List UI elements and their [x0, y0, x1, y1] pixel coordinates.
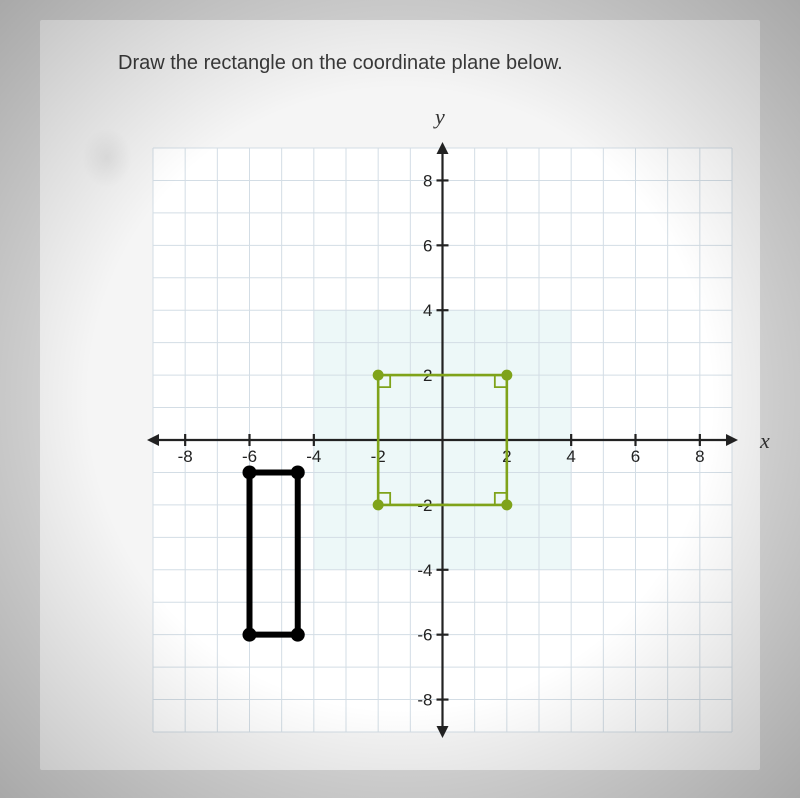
x-axis-label: x	[760, 428, 770, 454]
y-axis-label: y	[435, 104, 445, 130]
svg-text:-8: -8	[178, 447, 193, 466]
svg-text:-8: -8	[417, 691, 432, 710]
svg-text:-6: -6	[417, 626, 432, 645]
svg-text:8: 8	[695, 447, 704, 466]
svg-text:6: 6	[631, 447, 640, 466]
svg-text:-6: -6	[242, 447, 257, 466]
svg-text:6: 6	[423, 236, 432, 255]
svg-text:4: 4	[423, 301, 432, 320]
svg-text:-4: -4	[417, 561, 432, 580]
svg-text:4: 4	[566, 447, 575, 466]
svg-text:-4: -4	[306, 447, 321, 466]
svg-text:8: 8	[423, 171, 432, 190]
smudge	[82, 128, 132, 188]
coordinate-plane[interactable]: -8-6-4-22468-8-6-4-22468	[145, 140, 740, 740]
worksheet-paper: Draw the rectangle on the coordinate pla…	[40, 20, 760, 770]
instruction-text: Draw the rectangle on the coordinate pla…	[118, 52, 563, 75]
